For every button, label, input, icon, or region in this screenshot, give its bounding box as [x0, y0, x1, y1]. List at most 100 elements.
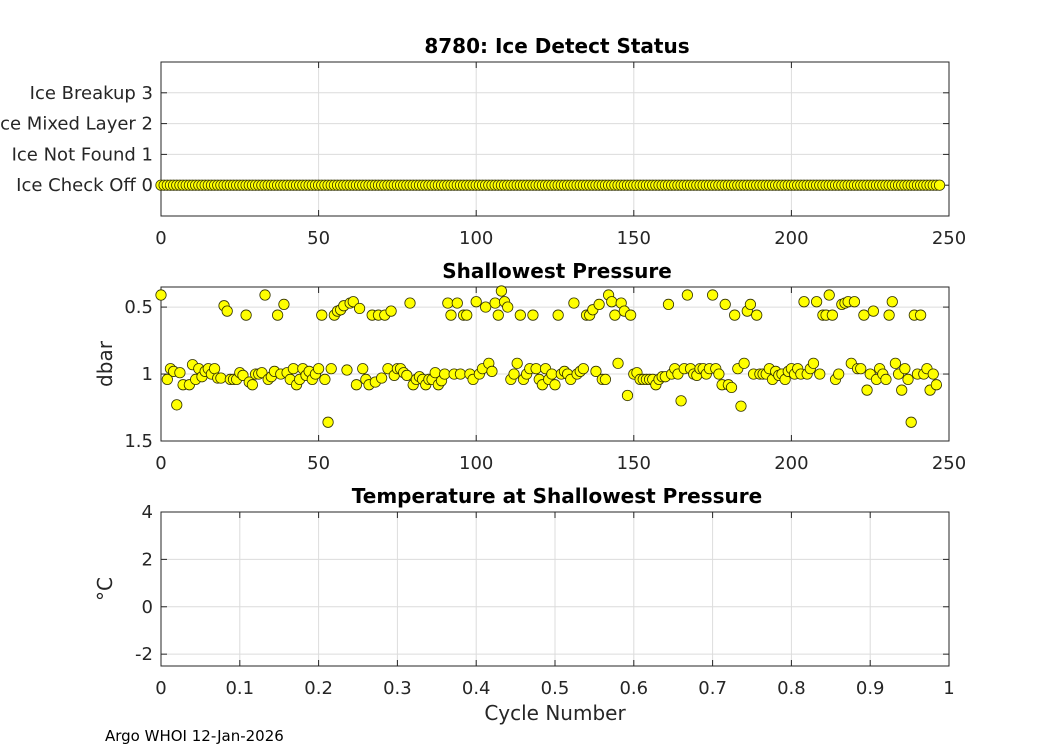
x-tick-label: 0.1 — [225, 678, 254, 699]
data-point — [681, 289, 693, 301]
data-point — [350, 379, 363, 391]
data-point — [807, 357, 820, 369]
plot-frame — [160, 286, 950, 442]
data-point — [858, 309, 870, 321]
data-point — [905, 416, 917, 428]
x-tick-label: 0 — [155, 228, 166, 249]
chart-1: 0 50 100 150 200 250 Ice Check Off 0 Ice Not Fo… — [0, 34, 966, 249]
x-tick-label: 0.9 — [856, 678, 885, 699]
data-point — [312, 363, 325, 375]
data-point — [927, 368, 939, 380]
x-tick-label: 200 — [774, 228, 808, 249]
data-point — [625, 309, 637, 321]
data-point — [826, 309, 838, 321]
x-tick-label: 150 — [617, 453, 651, 474]
data-point — [899, 363, 911, 375]
data-point — [511, 357, 523, 369]
data-point — [445, 309, 457, 321]
data-point — [577, 363, 589, 375]
x-tick-label: 0.4 — [462, 678, 491, 699]
data-point — [174, 367, 186, 379]
data-point — [451, 297, 463, 309]
data-point — [155, 289, 167, 301]
y-tick-label: 0.5 — [124, 297, 153, 318]
x-tick-label: 0 — [155, 453, 166, 474]
data-point — [161, 373, 173, 385]
x-tick-label: 0.3 — [383, 678, 412, 699]
data-point — [401, 369, 413, 381]
data-point — [933, 179, 946, 191]
data-point — [461, 309, 473, 321]
plot-frame — [160, 61, 950, 217]
data-point — [915, 309, 927, 321]
data-point — [729, 309, 741, 321]
x-tick-label: 150 — [617, 228, 651, 249]
data-point — [814, 368, 826, 380]
data-point — [861, 384, 873, 396]
data-point — [480, 301, 492, 313]
data-point — [316, 309, 328, 321]
x-tick-label: 0.2 — [304, 678, 333, 699]
data-point — [486, 365, 498, 377]
y-tick-label: 1 — [142, 364, 153, 385]
data-point — [848, 296, 861, 308]
data-point — [442, 297, 454, 309]
data-point — [811, 296, 823, 308]
data-point — [495, 285, 508, 297]
data-point — [353, 302, 366, 315]
chart-title: Temperature at Shallowest Pressure — [352, 484, 762, 508]
data-point — [612, 357, 624, 369]
data-point — [568, 297, 580, 309]
data-point — [590, 365, 602, 377]
chart-3: 0 0.1 0.2 0.3 0.4 0.5 0.6 0.7 0.8 0.9 1-2024Temper… — [93, 484, 955, 725]
data-point — [240, 309, 252, 321]
data-point — [735, 400, 747, 412]
data-point — [221, 305, 233, 317]
data-point — [930, 379, 942, 391]
x-tick-label: 50 — [307, 228, 330, 249]
x-tick-label: 200 — [774, 453, 808, 474]
data-point — [896, 384, 908, 396]
y-tick-label: Ice Breakup 3 — [30, 83, 153, 104]
x-tick-label: 50 — [307, 453, 330, 474]
data-point — [278, 298, 290, 311]
data-point — [527, 309, 539, 321]
data-point — [272, 309, 284, 321]
data-point — [744, 298, 757, 311]
y-tick-label: Ice Check Off 0 — [16, 175, 153, 196]
data-point — [902, 373, 914, 385]
data-point — [208, 363, 221, 375]
x-tick-label: 0.8 — [777, 678, 806, 699]
data-point — [546, 368, 558, 380]
y-tick-label: 4 — [142, 502, 153, 523]
data-point — [675, 395, 687, 407]
data-point — [489, 297, 501, 309]
footer-text: Argo WHOI 12-Jan-2026 — [105, 727, 284, 745]
data-point — [508, 368, 520, 380]
data-point — [606, 296, 618, 308]
x-tick-label: 250 — [932, 228, 966, 249]
data-point — [322, 416, 334, 428]
data-point — [454, 368, 467, 380]
x-tick-label: 0.5 — [541, 678, 570, 699]
data-point — [319, 373, 331, 385]
data-point — [609, 309, 621, 321]
data-point — [593, 298, 605, 311]
x-tick-label: 250 — [932, 453, 966, 474]
data-point — [259, 289, 271, 301]
data-point — [662, 298, 675, 311]
data-point — [341, 364, 353, 376]
data-point — [514, 309, 526, 321]
y-tick-label: Ice Mixed Layer 2 — [0, 114, 153, 135]
x-tick-label: 0.6 — [619, 678, 648, 699]
data-point — [439, 368, 451, 380]
x-axis-label: Cycle Number — [484, 701, 626, 725]
data-series — [155, 285, 942, 428]
data-point — [357, 363, 369, 375]
y-tick-label: 1.5 — [124, 431, 153, 452]
y-tick-label: Ice Not Found 1 — [12, 144, 153, 165]
x-tick-label: 100 — [459, 453, 493, 474]
y-tick-label: -2 — [135, 644, 153, 665]
data-point — [287, 363, 299, 375]
